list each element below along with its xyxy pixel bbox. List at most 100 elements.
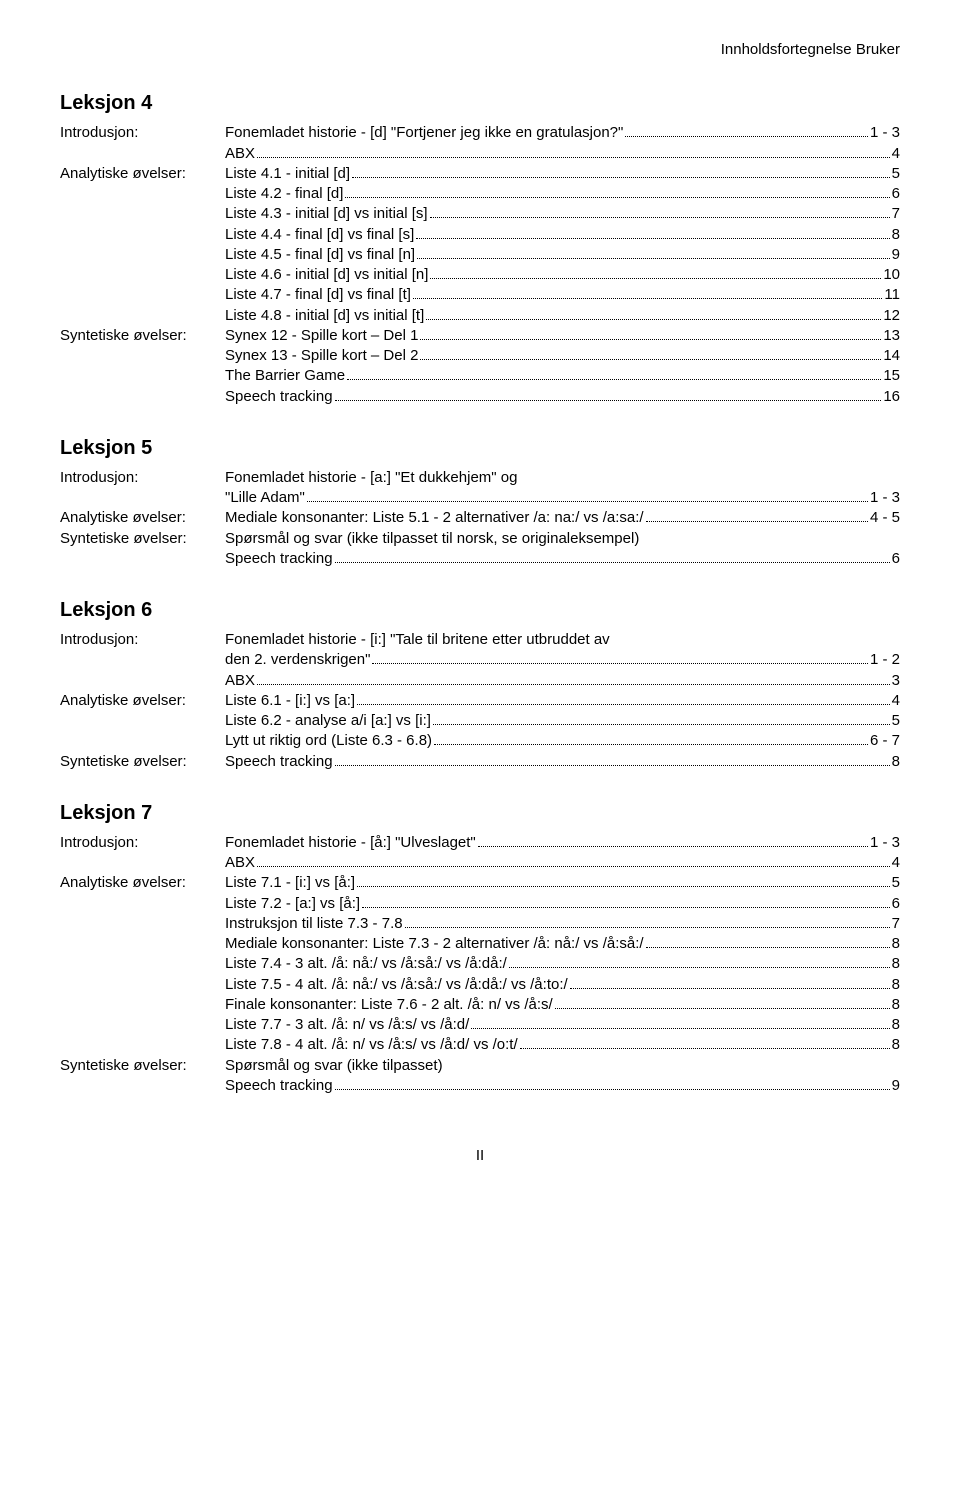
toc-row: Liste 4.6 - initial [d] vs initial [n] 10 <box>60 265 900 285</box>
dot-leader <box>335 1089 890 1090</box>
dot-leader <box>509 967 890 968</box>
row-content: Liste 7.1 - [i:] vs [å:]5 <box>225 873 900 893</box>
page-ref: 4 <box>892 691 900 711</box>
dot-leader <box>520 1048 890 1049</box>
row-content: Finale konsonanter: Liste 7.6 - 2 alt. /… <box>225 995 900 1015</box>
page-ref: 4 <box>892 144 900 164</box>
dot-leader <box>434 744 868 745</box>
row-content: Spørsmål og svar (ikke tilpasset til nor… <box>225 529 900 549</box>
dot-leader <box>430 217 890 218</box>
entry-text: Mediale konsonanter: Liste 7.3 - 2 alter… <box>225 934 644 954</box>
toc-row: Speech tracking6 <box>60 549 900 569</box>
toc-row: Analytiske øvelser:Mediale konsonanter: … <box>60 508 900 528</box>
row-label: Analytiske øvelser: <box>60 508 225 528</box>
dot-leader <box>426 319 881 320</box>
entry-text: Liste 4.3 - initial [d] vs initial [s] <box>225 204 428 224</box>
dot-leader <box>471 1028 889 1029</box>
row-content: ABX4 <box>225 853 900 873</box>
dot-leader <box>362 907 890 908</box>
entry-text: Liste 7.1 - [i:] vs [å:] <box>225 873 355 893</box>
entry-text: Instruksjon til liste 7.3 - 7.8 <box>225 914 403 934</box>
toc-row: Synex 13 - Spille kort – Del 214 <box>60 346 900 366</box>
toc-row: Instruksjon til liste 7.3 - 7.87 <box>60 914 900 934</box>
dot-leader <box>570 988 890 989</box>
dot-leader <box>646 521 868 522</box>
toc-row: Speech tracking9 <box>60 1076 900 1096</box>
dot-leader <box>420 339 881 340</box>
toc-row: Syntetiske øvelser:Speech tracking8 <box>60 752 900 772</box>
row-content: Speech tracking 8 <box>225 752 900 772</box>
entry-text: ABX <box>225 853 255 873</box>
toc-row: Syntetiske øvelser:Spørsmål og svar (ikk… <box>60 1056 900 1076</box>
toc-row: Liste 7.7 - 3 alt. /å: n/ vs /å:s/ vs /å… <box>60 1015 900 1035</box>
lessons-container: Leksjon 4Introdusjon:Fonemladet historie… <box>60 90 900 1096</box>
dot-leader <box>257 866 890 867</box>
row-content: Liste 6.2 - analyse a/i [a:] vs [i:] 5 <box>225 711 900 731</box>
page-ref: 13 <box>883 326 900 346</box>
row-content: Liste 7.2 - [a:] vs [å:]6 <box>225 894 900 914</box>
dot-leader <box>257 684 890 685</box>
page-ref: 6 - 7 <box>870 731 900 751</box>
row-content: Fonemladet historie - [å:] "Ulveslaget" … <box>225 833 900 853</box>
page-ref: 8 <box>892 954 900 974</box>
toc-row: Analytiske øvelser:Liste 7.1 - [i:] vs [… <box>60 873 900 893</box>
page-ref: 4 - 5 <box>870 508 900 528</box>
toc-row: Liste 4.5 - final [d] vs final [n]9 <box>60 245 900 265</box>
toc-row: Liste 6.2 - analyse a/i [a:] vs [i:] 5 <box>60 711 900 731</box>
entry-text: Synex 13 - Spille kort – Del 2 <box>225 346 418 366</box>
entry-text: ABX <box>225 144 255 164</box>
toc-row: Introdusjon:Fonemladet historie - [i:] "… <box>60 630 900 650</box>
row-content: Speech tracking 16 <box>225 387 900 407</box>
dot-leader <box>357 886 890 887</box>
row-content: Synex 13 - Spille kort – Del 214 <box>225 346 900 366</box>
entry-text: ABX <box>225 671 255 691</box>
toc-row: Mediale konsonanter: Liste 7.3 - 2 alter… <box>60 934 900 954</box>
toc-row: Liste 7.4 - 3 alt. /å: nå:/ vs /å:så:/ v… <box>60 954 900 974</box>
entry-text: Synex 12 - Spille kort – Del 1 <box>225 326 418 346</box>
row-content: Liste 4.1 - initial [d]5 <box>225 164 900 184</box>
entry-text: Liste 4.6 - initial [d] vs initial [n] <box>225 265 428 285</box>
page-ref: 5 <box>892 711 900 731</box>
page-ref: 1 - 3 <box>870 833 900 853</box>
entry-text: "Lille Adam" <box>225 488 305 508</box>
page-ref: 16 <box>883 387 900 407</box>
toc-row: Finale konsonanter: Liste 7.6 - 2 alt. /… <box>60 995 900 1015</box>
toc-row: Liste 4.7 - final [d] vs final [t]11 <box>60 285 900 305</box>
page-ref: 6 <box>892 894 900 914</box>
page-ref: 8 <box>892 752 900 772</box>
lesson-title: Leksjon 6 <box>60 597 900 624</box>
entry-text: Speech tracking <box>225 549 333 569</box>
dot-leader <box>625 136 868 137</box>
entry-text: Liste 4.2 - final [d] <box>225 184 343 204</box>
entry-text: Liste 7.8 - 4 alt. /å: n/ vs /å:s/ vs /å… <box>225 1035 518 1055</box>
toc-row: Analytiske øvelser:Liste 6.1 - [i:] vs [… <box>60 691 900 711</box>
entry-text: Speech tracking <box>225 752 333 772</box>
entry-text: Speech tracking <box>225 387 333 407</box>
entry-text: Spørsmål og svar (ikke tilpasset) <box>225 1056 443 1076</box>
page-ref: 8 <box>892 934 900 954</box>
row-content: Liste 4.4 - final [d] vs final [s]8 <box>225 225 900 245</box>
page-number: II <box>60 1146 900 1166</box>
toc-row: Liste 4.3 - initial [d] vs initial [s]7 <box>60 204 900 224</box>
toc-row: Syntetiske øvelser:Spørsmål og svar (ikk… <box>60 529 900 549</box>
page-ref: 8 <box>892 225 900 245</box>
row-label: Introdusjon: <box>60 833 225 853</box>
page-ref: 9 <box>892 1076 900 1096</box>
toc-row: Liste 4.4 - final [d] vs final [s]8 <box>60 225 900 245</box>
row-content: The Barrier Game15 <box>225 366 900 386</box>
toc-row: Syntetiske øvelser:Synex 12 - Spille kor… <box>60 326 900 346</box>
row-content: Fonemladet historie - [d] "Fortjener jeg… <box>225 123 900 143</box>
entry-text: Liste 4.8 - initial [d] vs initial [t] <box>225 306 424 326</box>
page-ref: 6 <box>892 184 900 204</box>
row-label: Analytiske øvelser: <box>60 691 225 711</box>
row-content: den 2. verdenskrigen" 1 - 2 <box>225 650 900 670</box>
page-ref: 8 <box>892 1015 900 1035</box>
page-ref: 10 <box>883 265 900 285</box>
entry-text: Fonemladet historie - [a:] "Et dukkehjem… <box>225 468 517 488</box>
row-label: Analytiske øvelser: <box>60 164 225 184</box>
row-label: Syntetiske øvelser: <box>60 529 225 549</box>
page-ref: 11 <box>884 285 900 305</box>
page-header-right: Innholdsfortegnelse Bruker <box>60 40 900 60</box>
entry-text: Liste 6.2 - analyse a/i [a:] vs [i:] <box>225 711 431 731</box>
dot-leader <box>357 704 890 705</box>
